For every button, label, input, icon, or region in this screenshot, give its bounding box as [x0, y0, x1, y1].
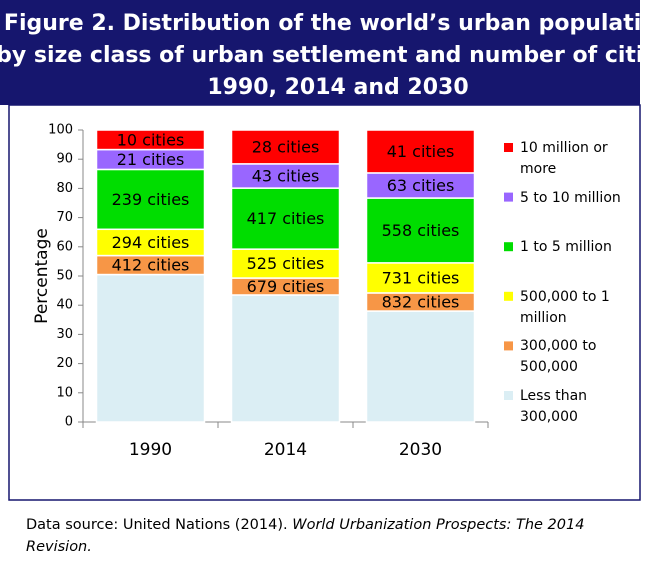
data-label: 832 cities [382, 292, 460, 311]
legend-label: Less than 300,000 [520, 388, 588, 425]
data-label: 731 cities [382, 268, 460, 287]
chart: Percentage 01020304050607080901001990412… [8, 104, 641, 501]
legend-swatch [504, 341, 513, 351]
legend-swatch [504, 391, 513, 400]
bar-segment [95, 228, 206, 257]
legend-label: 300,000 to 500,000 [520, 338, 597, 376]
bar-segment [230, 294, 341, 423]
chart-title: by size class of urban settlement and nu… [0, 43, 640, 68]
data-label: 28 cities [252, 137, 320, 156]
bar-segment [95, 129, 206, 151]
y-tick-label: 20 [56, 356, 73, 371]
y-tick-label: 50 [56, 269, 73, 284]
legend-label: 1 to 5 million [520, 239, 612, 256]
x-tick-label: 1990 [129, 440, 172, 460]
y-tick-label: 80 [56, 181, 73, 196]
legend-label: 500,000 to 1 million [520, 288, 610, 326]
bar-segment [230, 163, 341, 189]
chart-frame [8, 104, 641, 501]
source: Data source: United Nations (2014). Worl… [26, 514, 626, 558]
data-label: 41 cities [387, 142, 455, 161]
y-tick-label: 90 [56, 152, 73, 167]
data-label: 417 cities [247, 209, 325, 228]
y-tick-label: 30 [56, 327, 73, 342]
data-label: 412 cities [112, 256, 190, 275]
x-tick-label: 2014 [264, 440, 307, 460]
bar-segment [365, 262, 476, 294]
y-axis-label: Percentage [32, 228, 52, 324]
legend-swatch [504, 291, 513, 301]
legend-swatch [504, 242, 513, 252]
x-tick-label: 2030 [399, 440, 442, 460]
source-text: Data source: United Nations (2014). [26, 517, 293, 533]
chart-title: 1990, 2014 and 2030 [207, 75, 468, 100]
data-label: 525 cities [247, 254, 325, 273]
bar-segment [230, 129, 341, 165]
y-tick-label: 100 [48, 123, 73, 138]
y-tick-label: 40 [56, 298, 73, 313]
bar-segment [365, 129, 476, 174]
bar-segment [95, 168, 206, 231]
data-label: 43 cities [252, 166, 320, 185]
title-svg: Figure 2. Distribution of the world’s ur… [0, 11, 650, 100]
chart-title: Figure 2. Distribution of the world’s ur… [4, 11, 640, 36]
data-label: 558 cities [382, 221, 460, 240]
bar-segment [365, 197, 476, 264]
legend-label: 5 to 10 million [520, 189, 621, 206]
data-label: 10 cities [117, 130, 185, 149]
y-tick-label: 60 [56, 239, 73, 254]
legend-label: 10 million or more [520, 140, 608, 177]
legend-swatch [504, 143, 513, 152]
y-tick-label: 0 [65, 415, 73, 430]
bar-segment [95, 273, 206, 423]
data-label: 63 cities [387, 176, 455, 195]
data-label: 21 cities [117, 150, 185, 169]
y-tick-label: 70 [56, 210, 73, 225]
title-box: Figure 2. Distribution of the world’s ur… [0, 0, 650, 105]
source-italic: World Urbanization Prospects: The 2014 R… [26, 517, 585, 555]
y-tick-label: 10 [56, 385, 73, 400]
legend-swatch [504, 192, 513, 202]
data-label: 294 cities [112, 233, 190, 252]
bar-segment [365, 310, 476, 423]
data-label: 679 cities [247, 277, 325, 296]
data-label: 239 cities [112, 190, 190, 209]
